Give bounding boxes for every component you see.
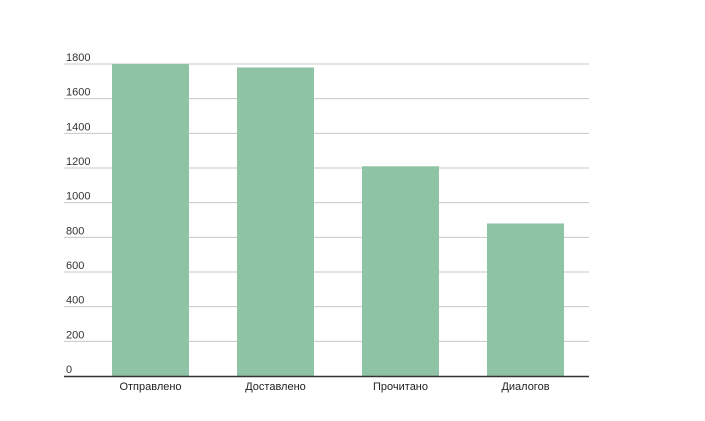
bars xyxy=(112,64,564,376)
y-tick-label: 1800 xyxy=(66,52,90,64)
bar-2 xyxy=(237,67,314,376)
x-category-label: Прочитано xyxy=(373,381,428,393)
y-tick-label: 1000 xyxy=(66,191,90,203)
x-axis-categories: Отправлено Доставлено Прочитано Диалогов xyxy=(119,381,549,393)
bar-3 xyxy=(362,166,439,376)
y-tick-label: 600 xyxy=(66,260,84,272)
y-tick-label: 200 xyxy=(66,329,84,341)
x-category-label: Диалогов xyxy=(501,381,549,393)
y-tick-label: 1200 xyxy=(66,156,90,168)
x-category-label: Доставлено xyxy=(245,381,306,393)
y-tick-label: 800 xyxy=(66,225,84,237)
y-tick-label: 1600 xyxy=(66,87,90,99)
y-axis-ticks: 0 200 400 600 800 1000 1200 1400 1600 1800 xyxy=(66,52,90,376)
bar-4 xyxy=(487,223,564,376)
y-tick-label: 400 xyxy=(66,295,84,307)
y-tick-label: 1400 xyxy=(66,121,90,133)
y-tick-label: 0 xyxy=(66,364,72,376)
x-category-label: Отправлено xyxy=(119,381,181,393)
bar-1 xyxy=(112,64,189,376)
